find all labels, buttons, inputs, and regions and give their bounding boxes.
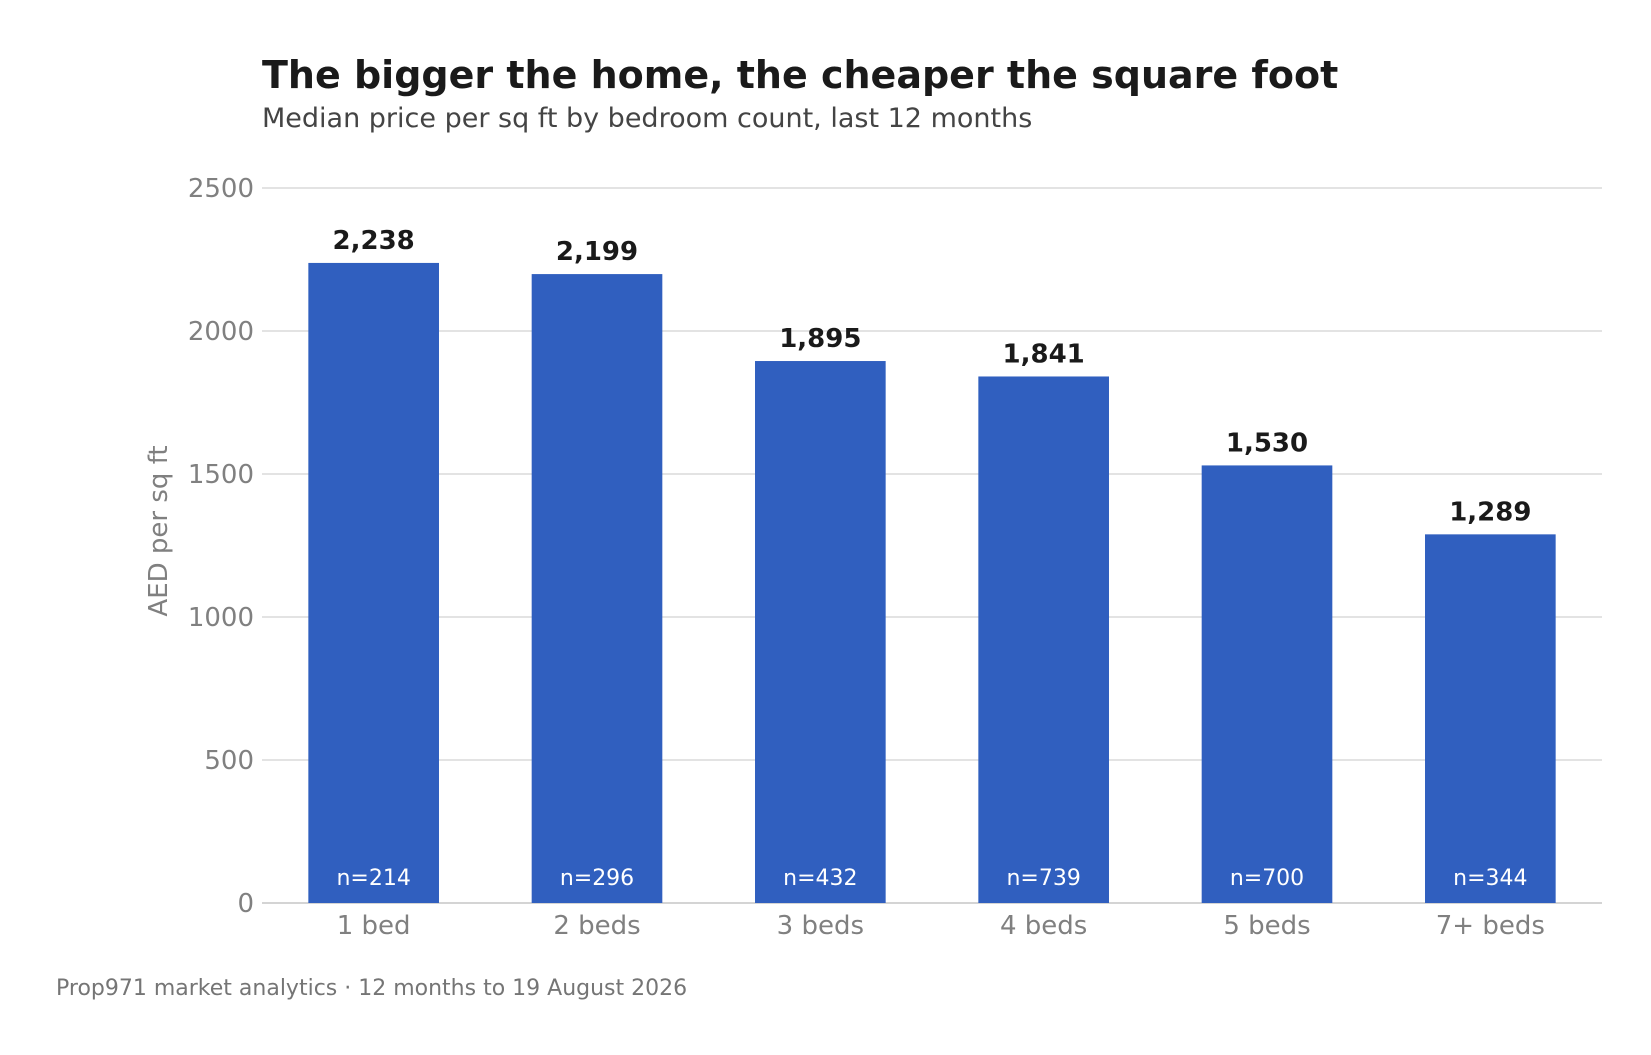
bar [1201, 465, 1333, 903]
x-tick-label: 5 beds [1223, 911, 1310, 941]
value-label: 1,841 [1003, 339, 1085, 369]
value-label: 2,238 [333, 226, 415, 256]
y-axis-label: AED per sq ft [144, 445, 174, 616]
sample-size-label: n=344 [1453, 866, 1527, 891]
bar [755, 361, 886, 903]
sample-size-label: n=432 [783, 866, 857, 891]
y-tick-label: 0 [237, 889, 254, 919]
value-label: 2,199 [556, 237, 638, 267]
chart-title: The bigger the home, the cheaper the squ… [262, 53, 1338, 97]
bar-labels: 2,238 n=214 2,199 n=296 1,895 n=432 1,841 n=739… [333, 226, 1532, 891]
bar [308, 262, 439, 903]
value-label: 1,289 [1449, 497, 1531, 527]
chart-subtitle: Median price per sq ft by bedroom count,… [262, 103, 1032, 134]
source-note: Prop971 market analytics · 12 months to … [56, 976, 687, 1001]
sample-size-label: n=700 [1230, 866, 1304, 891]
x-tick-label: 7+ beds [1436, 911, 1545, 941]
sample-size-label: n=214 [336, 866, 410, 891]
x-tick-label: 1 bed [337, 911, 411, 941]
y-axis-ticks: 0 500 1000 1500 2000 2500 [188, 174, 254, 919]
bars [308, 262, 1556, 903]
value-label: 1,530 [1226, 428, 1308, 458]
sample-size-label: n=739 [1006, 866, 1080, 891]
value-label: 1,895 [779, 324, 861, 354]
y-tick-label: 1000 [188, 603, 254, 633]
y-tick-label: 500 [204, 746, 254, 776]
y-tick-label: 2000 [188, 317, 254, 347]
sample-size-label: n=296 [560, 866, 634, 891]
x-tick-label: 2 beds [553, 911, 640, 941]
y-tick-label: 1500 [188, 460, 254, 490]
bar [978, 376, 1109, 903]
x-tick-label: 3 beds [777, 911, 864, 941]
y-tick-label: 2500 [188, 174, 254, 204]
bar [1425, 534, 1556, 903]
bar [531, 274, 663, 903]
gridlines [262, 187, 1602, 904]
x-tick-label: 4 beds [1000, 911, 1087, 941]
x-axis-ticks: 1 bed 2 beds 3 beds 4 beds 5 beds 7+ beds [337, 911, 1545, 941]
